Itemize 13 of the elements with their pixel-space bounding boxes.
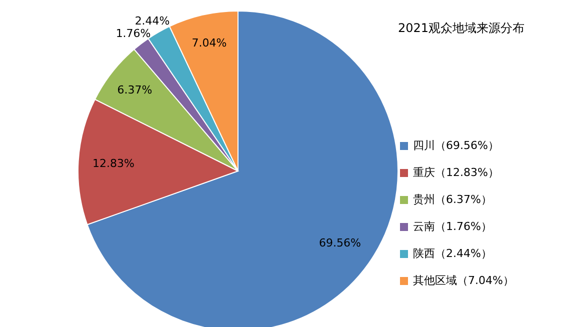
legend-label: 云南（1.76%） xyxy=(413,219,492,234)
data-label: 69.56% xyxy=(318,236,361,250)
data-label: 7.04% xyxy=(192,36,227,50)
data-label: 1.76% xyxy=(116,27,151,40)
data-label: 6.37% xyxy=(117,84,152,97)
text: 2021观众地域来源分布 xyxy=(398,20,525,37)
legend-label: 贵州（6.37%） xyxy=(413,192,492,207)
legend-label: 重庆（12.83%） xyxy=(413,165,499,180)
data-label: 12.83% xyxy=(92,156,134,170)
legend-label: 其他区域（7.04%） xyxy=(413,273,514,288)
data-label: 2.44% xyxy=(134,14,170,28)
legend-label: 四川（69.56%） xyxy=(413,138,499,153)
legend-label: 陕西（2.44%） xyxy=(413,246,492,261)
